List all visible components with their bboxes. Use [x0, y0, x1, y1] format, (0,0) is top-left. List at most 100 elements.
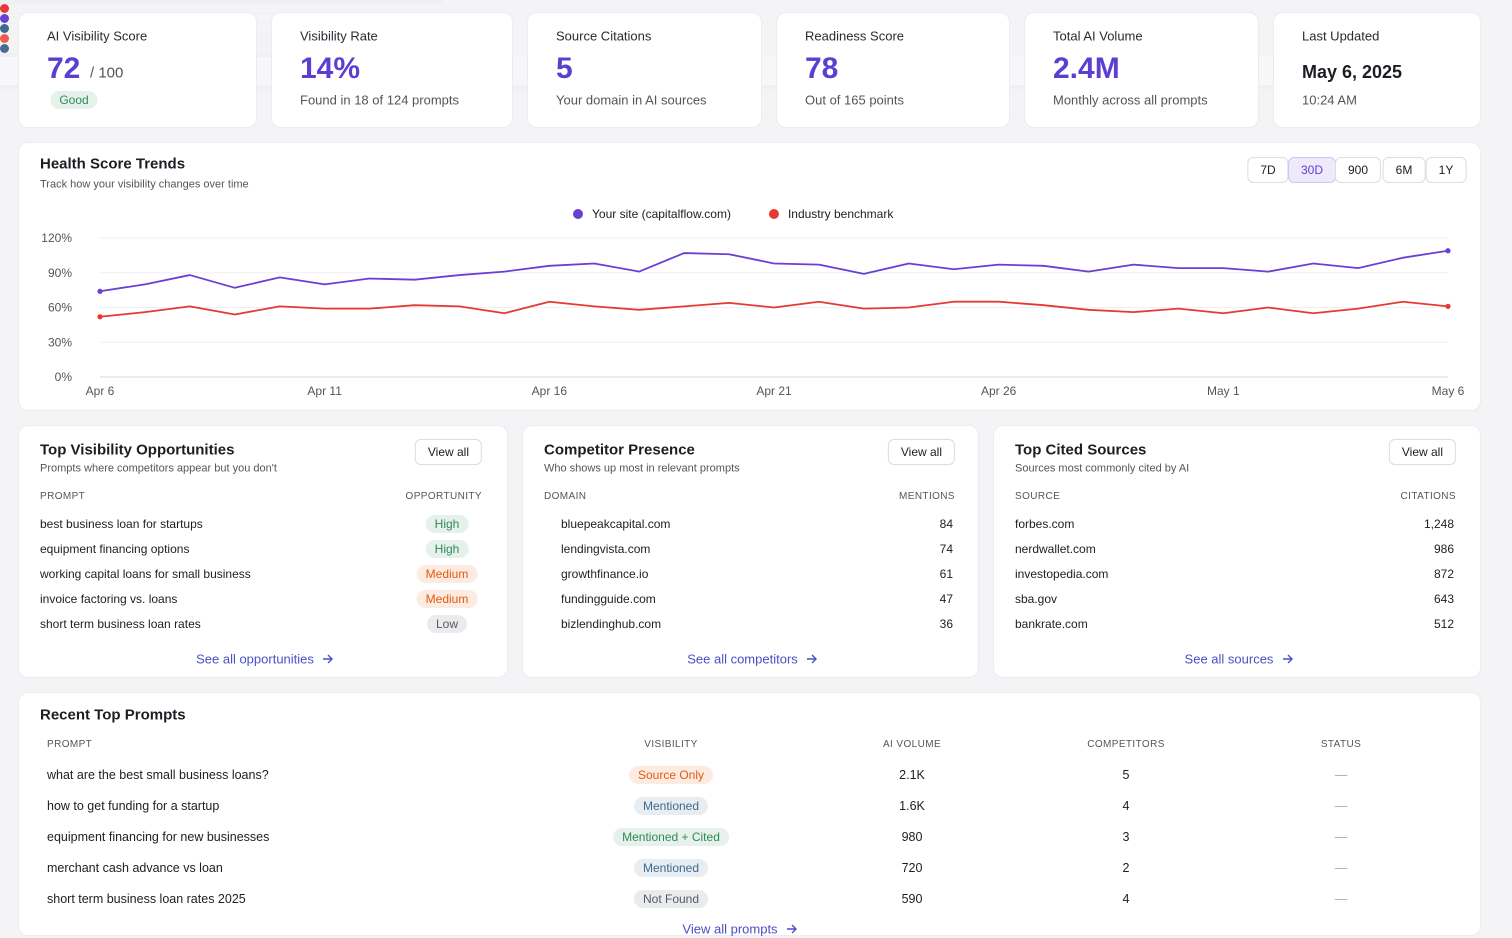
- kpi-date: May 6, 2025: [1302, 62, 1403, 82]
- kpi-value: 2.4M: [1053, 52, 1120, 85]
- ai-volume: 590: [901, 891, 923, 906]
- arrow-icon: [786, 924, 797, 934]
- status: —: [1334, 767, 1348, 782]
- panel-title: Top Cited Sources: [1015, 441, 1147, 459]
- row-name: bizlendinghub.com: [561, 617, 662, 631]
- kpi-label: Last Updated: [1302, 28, 1380, 44]
- row-name: best business loan for startups: [40, 517, 203, 531]
- arrow-icon: [1282, 654, 1293, 664]
- column-header: SOURCE: [1015, 491, 1061, 502]
- range-button[interactable]: 7D: [1247, 157, 1289, 183]
- kpi-label: AI Visibility Score: [47, 28, 148, 44]
- range-button[interactable]: 30D: [1287, 157, 1337, 183]
- prompt-text: what are the best small business loans?: [47, 767, 269, 782]
- row-name: bankrate.com: [1015, 617, 1088, 631]
- panel-title: Competitor Presence: [544, 441, 695, 459]
- kpi-note: Monthly across all prompts: [1053, 92, 1208, 108]
- row-name: lendingvista.com: [561, 542, 651, 556]
- view-all-button[interactable]: View all: [1388, 439, 1456, 465]
- row-name: nerdwallet.com: [1015, 542, 1096, 556]
- row-value: 872: [1433, 567, 1454, 581]
- prompt-text: equipment financing for new businesses: [47, 829, 270, 844]
- visibility-badge: Mentioned + Cited: [613, 828, 729, 846]
- row-value: 61: [939, 567, 953, 581]
- competitor-count: 3: [1122, 829, 1130, 844]
- row-name: sba.gov: [1015, 592, 1058, 606]
- table-title: Recent Top Prompts: [40, 706, 186, 724]
- row-name: working capital loans for small business: [40, 567, 251, 581]
- range-button[interactable]: 6M: [1382, 157, 1426, 183]
- arrow-icon: [323, 654, 333, 664]
- trend-subtitle: Track how your visibility changes over t…: [40, 178, 249, 191]
- visibility-badge: Not Found: [633, 890, 709, 908]
- visibility-badge: Mentioned: [633, 859, 709, 877]
- range-button[interactable]: 900: [1334, 157, 1382, 183]
- competitor-count: 4: [1122, 891, 1130, 906]
- column-header: CITATIONS: [1400, 491, 1456, 502]
- status: —: [1334, 891, 1348, 906]
- kpi-note: Your domain in AI sources: [556, 92, 707, 108]
- list-panel: [993, 425, 1481, 678]
- footer-link[interactable]: See all competitors: [687, 651, 798, 667]
- kpi-card: [1024, 12, 1259, 128]
- kpi-card: [776, 12, 1010, 128]
- kpi-badge: Good: [50, 91, 98, 109]
- kpi-value: 72: [47, 52, 81, 85]
- row-name: equipment financing options: [40, 542, 190, 556]
- view-all-button[interactable]: View all: [414, 439, 482, 465]
- list-panel: [18, 425, 508, 678]
- range-button[interactable]: 1Y: [1425, 157, 1467, 183]
- row-name: short term business loan rates: [40, 617, 201, 631]
- footer-link[interactable]: View all prompts: [682, 921, 778, 937]
- row-name: invoice factoring vs. loans: [40, 592, 178, 606]
- row-value: 512: [1433, 617, 1454, 631]
- footer-link[interactable]: See all opportunities: [196, 651, 314, 667]
- row-name: investopedia.com: [1015, 567, 1109, 581]
- row-value: 84: [939, 517, 953, 531]
- arrow-path: [786, 924, 797, 934]
- row-name: bluepeakcapital.com: [561, 517, 671, 531]
- row-value: 47: [939, 592, 953, 606]
- kpi-note: Out of 165 points: [805, 92, 905, 108]
- footer-link[interactable]: See all sources: [1184, 651, 1274, 667]
- column-header: VISIBILITY: [644, 739, 698, 750]
- kpi-label: Total AI Volume: [1053, 28, 1143, 44]
- kpi-card: [1273, 12, 1481, 128]
- column-header: AI VOLUME: [882, 739, 942, 750]
- panel-subtitle: Who shows up most in relevant prompts: [544, 462, 740, 475]
- row-value: 986: [1433, 542, 1454, 556]
- row-name: forbes.com: [1015, 517, 1075, 531]
- ai-volume: 980: [901, 829, 923, 844]
- row-value: 74: [939, 542, 953, 556]
- row-value: 1,248: [1423, 517, 1454, 531]
- kpi-label: Visibility Rate: [300, 28, 378, 44]
- kpi-label: Source Citations: [556, 28, 652, 44]
- prompt-text: how to get funding for a startup: [47, 798, 220, 813]
- kpi-card: [18, 12, 257, 128]
- prompt-text: short term business loan rates 2025: [47, 891, 246, 906]
- domain-dot: [0, 4, 9, 13]
- view-all-button[interactable]: View all: [887, 439, 955, 465]
- kpi-value: 5: [556, 52, 573, 85]
- column-header: STATUS: [1320, 739, 1362, 750]
- panel-title: Top Visibility Opportunities: [40, 441, 235, 459]
- row-divider: [0, 0, 442, 1]
- row-name: growthfinance.io: [561, 567, 649, 581]
- domain-dot: [0, 24, 9, 33]
- competitor-count: 4: [1122, 798, 1130, 813]
- ai-volume: 2.1K: [899, 767, 925, 782]
- competitor-count: 2: [1122, 860, 1130, 875]
- arrow-path: [807, 654, 817, 664]
- column-header: OPPORTUNITY: [405, 491, 482, 502]
- opportunity-badge: Medium: [416, 590, 478, 608]
- kpi-card: [527, 12, 762, 128]
- status: —: [1334, 829, 1348, 844]
- opportunity-badge: Low: [426, 615, 468, 633]
- competitor-count: 5: [1122, 767, 1130, 782]
- row-divider: [0, 3, 442, 4]
- prompts-panel: [18, 692, 1481, 936]
- kpi-suffix: / 100: [90, 64, 124, 82]
- opportunity-badge: High: [425, 540, 469, 558]
- opportunity-badge: Medium: [416, 565, 478, 583]
